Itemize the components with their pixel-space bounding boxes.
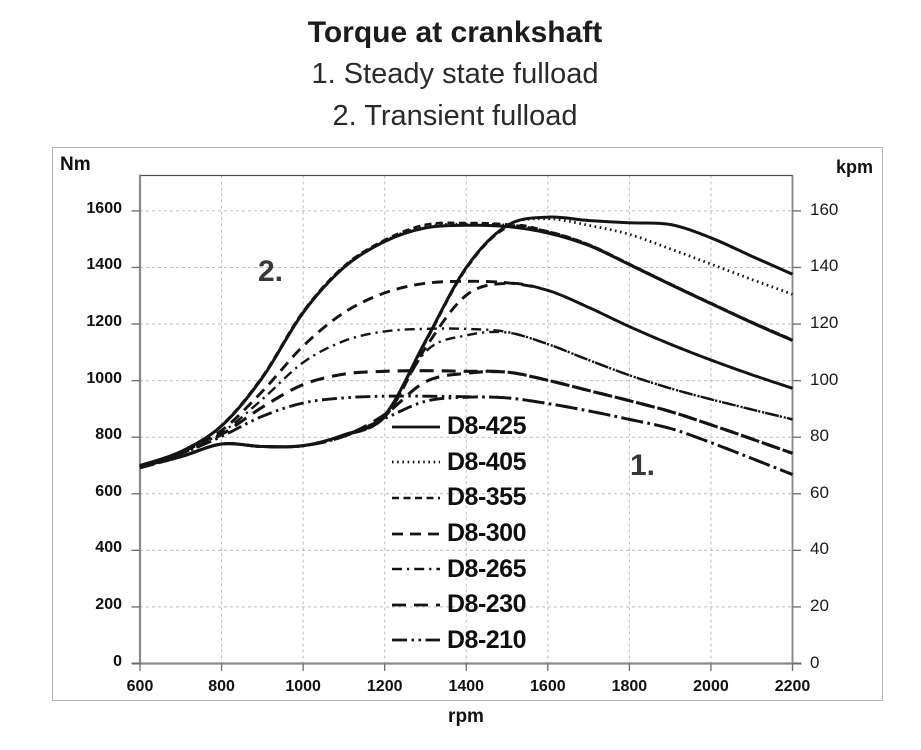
y-right-tick-label: 0 <box>810 652 820 672</box>
y-right-axis-unit: kpm <box>836 157 874 177</box>
subtitle-steady-state: 1. Steady state fulload <box>311 58 599 90</box>
legend-item-D8-265: D8-265 <box>391 551 527 587</box>
annotation-steady-state-fulload: 1. <box>630 449 656 482</box>
x-tick-label: 1800 <box>611 678 648 695</box>
y-right-tick-label: 40 <box>810 539 829 559</box>
curve-D8-210-steady-state-fulload <box>139 395 794 476</box>
x-tick-label: 2000 <box>693 678 729 695</box>
x-axis-unit: rpm <box>448 706 484 727</box>
legend-line-sample <box>392 460 440 464</box>
legend-line-sample <box>392 532 440 535</box>
y-left-tick-label: 1200 <box>86 313 122 331</box>
legend-item-D8-425: D8-425 <box>391 409 527 445</box>
curve-D8-300-transient-fulload <box>139 279 793 469</box>
legend-label: D8-230 <box>447 590 527 619</box>
y-left-tick-label: 200 <box>95 595 122 613</box>
x-tick-label: 1200 <box>366 678 403 695</box>
legend-line-sample <box>392 603 440 607</box>
legend-label: D8-425 <box>447 412 527 441</box>
legend-item-D8-355: D8-355 <box>391 480 527 516</box>
y-left-tick-label: 0 <box>113 652 122 670</box>
legend-line-sample <box>392 567 440 571</box>
legend-label: D8-210 <box>447 625 527 654</box>
y-left-tick-label: 800 <box>95 426 122 444</box>
y-right-tick-label: 80 <box>810 426 829 446</box>
y-right-tick-label: 100 <box>810 369 839 389</box>
x-tick-label: 600 <box>126 678 154 695</box>
y-left-tick-label: 600 <box>95 482 122 500</box>
x-tick-label: 1600 <box>530 678 566 695</box>
y-left-tick-label: 1000 <box>86 369 122 387</box>
annotation-transient-fulload: 2. <box>258 255 284 288</box>
x-tick-label: 1000 <box>285 678 321 695</box>
curve-D8-405-transient-fulload <box>139 222 794 468</box>
y-left-tick-label: 1600 <box>86 199 122 217</box>
chart-frame <box>52 147 883 701</box>
legend-label: D8-405 <box>447 447 527 476</box>
legend-line-sample <box>392 496 440 500</box>
legend-line-sample <box>392 638 440 642</box>
y-right-tick-label: 20 <box>810 595 829 615</box>
x-tick-label: 2200 <box>774 678 811 695</box>
legend-label: D8-355 <box>447 483 527 512</box>
y-right-tick-label: 60 <box>810 482 829 502</box>
x-tick-label: 800 <box>208 678 235 695</box>
y-right-tick-label: 160 <box>810 199 839 219</box>
legend-label: D8-265 <box>447 554 527 583</box>
y-right-tick-label: 140 <box>810 256 839 276</box>
legend-line-sample <box>392 425 440 429</box>
page-title: Torque at crankshaft <box>307 16 603 49</box>
legend-item-D8-405: D8-405 <box>391 445 527 481</box>
y-left-axis-unit: Nm <box>60 154 91 175</box>
curve-D8-230-transient-fulload <box>139 369 794 469</box>
legend-item-D8-210: D8-210 <box>391 623 527 659</box>
legend-label: D8-300 <box>447 519 527 548</box>
y-left-tick-label: 400 <box>95 539 122 557</box>
legend-item-D8-230: D8-230 <box>391 587 527 623</box>
subtitle-transient: 2. Transient fulload <box>332 100 578 132</box>
y-left-tick-label: 1400 <box>86 256 122 274</box>
legend-item-D8-300: D8-300 <box>391 516 527 552</box>
x-tick-label: 1400 <box>448 678 485 695</box>
y-right-tick-label: 120 <box>810 313 839 333</box>
legend: D8-425 D8-405 D8-355 D8-300 D8-265 D8-230 D8-2… <box>391 409 527 659</box>
